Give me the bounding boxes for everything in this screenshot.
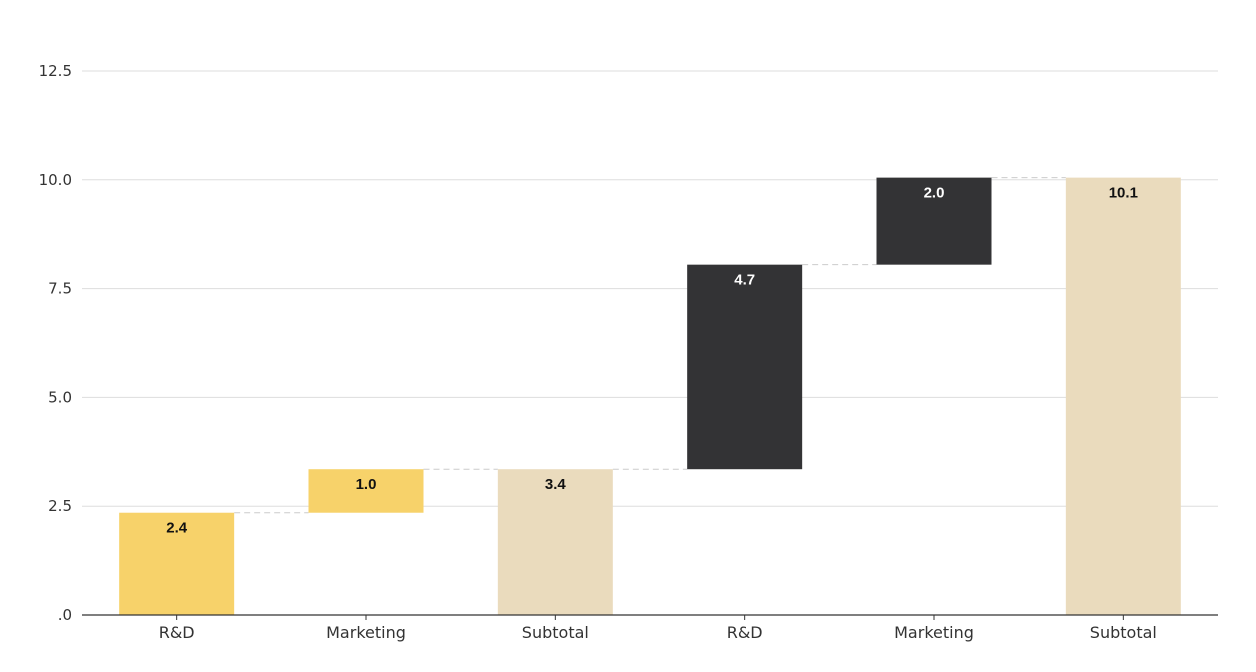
connector-lines	[234, 177, 1066, 514]
data-label: 2.4	[166, 520, 188, 537]
x-tick-label: Marketing	[894, 623, 974, 642]
value-labels: 2.4 1.0 3.4 4.7 2.0 10.1	[166, 185, 1138, 537]
y-tick-label: 12.5	[39, 62, 72, 80]
data-label: 2.0	[924, 185, 945, 202]
data-label: 1.0	[356, 476, 377, 493]
x-tick-label: Subtotal	[522, 623, 589, 642]
bar-total	[1065, 177, 1181, 615]
y-tick-label: 2.5	[48, 497, 72, 515]
bar-total	[497, 469, 613, 615]
x-tick-label: R&D	[727, 623, 763, 642]
x-tick-label: R&D	[159, 623, 195, 642]
data-label: 3.4	[545, 476, 567, 493]
x-axis: R&D Marketing Subtotal R&D Marketing Subtotal	[82, 614, 1218, 642]
y-tick-label: .0	[58, 606, 72, 624]
bar-increase	[308, 469, 424, 513]
y-tick-label: 10.0	[39, 171, 72, 189]
x-tick-label: Marketing	[326, 623, 406, 642]
bar-increase	[119, 512, 235, 615]
data-label: 4.7	[734, 272, 755, 289]
gridlines	[82, 70, 1218, 507]
bar-increase	[876, 177, 992, 265]
data-label: 10.1	[1109, 185, 1138, 202]
bars	[119, 177, 1181, 615]
y-tick-label: 5.0	[48, 388, 72, 406]
y-tick-label: 7.5	[48, 280, 72, 298]
bar-increase	[687, 264, 803, 470]
x-tick-label: Subtotal	[1090, 623, 1157, 642]
y-axis: .0 2.5 5.0 7.5 10.0 12.5	[39, 62, 72, 624]
